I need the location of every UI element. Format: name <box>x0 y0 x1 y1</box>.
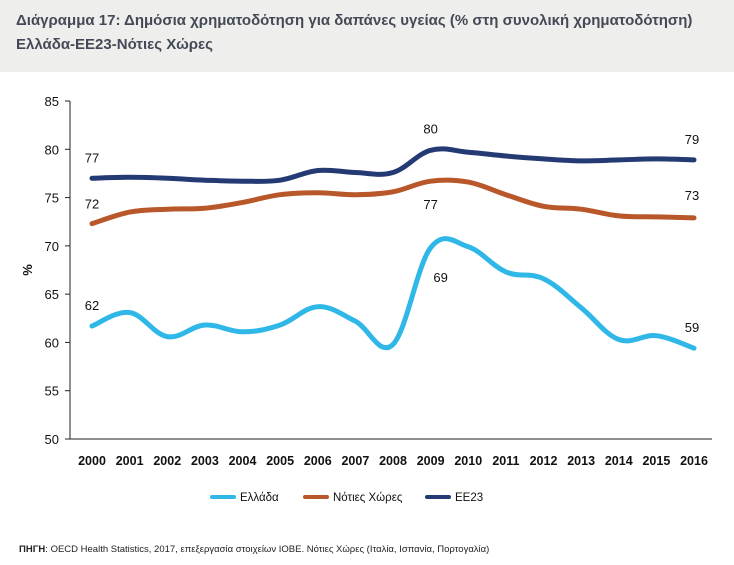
y-tick-label: 70 <box>45 239 59 254</box>
series-line-eu23 <box>89 146 697 184</box>
data-label-greece-2009: 69 <box>433 270 447 285</box>
y-tick-label: 65 <box>45 287 59 302</box>
x-tick-label: 2006 <box>304 454 332 468</box>
x-tick-label: 2001 <box>116 454 144 468</box>
data-label-greece-2016: 59 <box>685 320 699 335</box>
x-tick-label: 2016 <box>680 454 708 468</box>
line-chart: 50 55 60 65 70 75 80 85% 2000 2001 2002 2003 2004 200… <box>20 94 712 504</box>
source-label: ΠΗΓΗ <box>19 544 46 555</box>
y-tick-label: 50 <box>45 432 59 447</box>
x-tick-label: 2014 <box>605 454 633 468</box>
legend-label-southern-countries: Νότιες Χώρες <box>333 492 403 504</box>
x-tick-label: 2004 <box>229 454 257 468</box>
x-tick-label: 2013 <box>567 454 595 468</box>
y-tick-label: 55 <box>45 384 59 399</box>
data-label-greece-2000: 62 <box>85 298 99 313</box>
x-tick-label: 2003 <box>191 454 219 468</box>
source-note: ΠΗΓΗ: OECD Health Statistics, 2017, επεξ… <box>19 544 489 555</box>
legend-label-greece: Ελλάδα <box>240 492 279 504</box>
data-label-southern-countries-2016: 73 <box>685 188 699 203</box>
title-bar: Διάγραμμα 17: Δημόσια χρηματοδότηση για … <box>0 0 734 72</box>
data-label-eu23-2009: 80 <box>423 121 437 136</box>
x-tick-label: 2012 <box>530 454 558 468</box>
x-tick-label: 2009 <box>417 454 445 468</box>
source-text: : OECD Health Statistics, 2017, επεξεργα… <box>45 544 490 555</box>
x-tick-label: 2000 <box>78 454 106 468</box>
y-tick-label: 60 <box>45 335 59 350</box>
x-tick-label: 2008 <box>379 454 407 468</box>
legend-label-eu23: ΕΕ23 <box>455 492 483 504</box>
x-tick-label: 2002 <box>153 454 181 468</box>
x-tick-label: 2011 <box>492 454 519 468</box>
x-tick-label: 2010 <box>454 454 482 468</box>
y-tick-label: 75 <box>45 191 59 206</box>
y-tick-label: 80 <box>45 142 59 157</box>
series-line-southern-countries <box>89 177 697 227</box>
x-tick-label: 2005 <box>266 454 294 468</box>
data-label-southern-countries-2000: 72 <box>85 197 99 212</box>
series-line-greece <box>89 236 697 351</box>
chart-title: Διάγραμμα 17: Δημόσια χρηματοδότηση για … <box>16 12 693 53</box>
data-label-southern-countries-2009: 77 <box>423 197 437 212</box>
data-label-eu23-2000: 77 <box>85 150 99 165</box>
x-tick-label: 2007 <box>341 454 369 468</box>
data-label-eu23-2016: 79 <box>685 132 699 147</box>
y-tick-label: 85 <box>45 94 59 109</box>
y-axis-title: % <box>20 264 35 276</box>
x-tick-label: 2015 <box>642 454 670 468</box>
